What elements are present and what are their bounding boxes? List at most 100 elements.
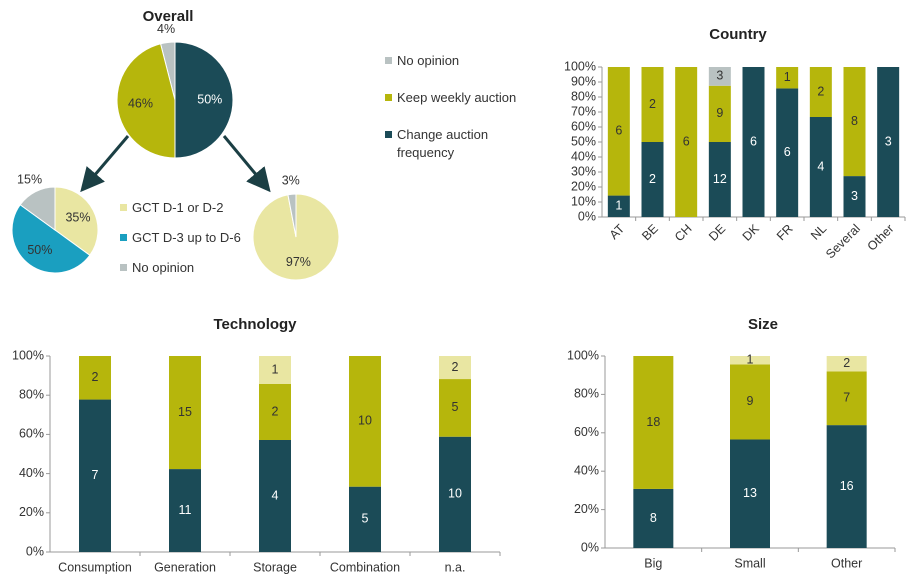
bar-label: 6: [683, 134, 690, 148]
bar-label: 2: [92, 370, 99, 384]
y-tick-label: 100%: [12, 348, 44, 362]
bar-segment: [742, 67, 765, 217]
bar-segment: [730, 364, 770, 440]
legend-swatch: [120, 234, 127, 241]
legend-label: GCT D-3 up to D-6: [132, 230, 241, 245]
bar-label: 15: [178, 405, 192, 419]
x-tick-label: BE: [639, 222, 661, 244]
x-tick-label: AT: [607, 221, 628, 242]
bar-label: 2: [817, 84, 824, 98]
bar-segment: [439, 356, 471, 380]
y-tick-label: 80%: [19, 387, 44, 401]
legend-swatch: [120, 204, 127, 211]
legend-label: No opinion: [397, 53, 460, 68]
bar-segment: [169, 469, 201, 552]
slice-label: 3%: [282, 174, 300, 188]
x-tick-label: DK: [740, 221, 763, 244]
bar-segment: [349, 356, 381, 487]
bar-label: 11: [179, 503, 192, 517]
chart-title: Country: [709, 26, 767, 43]
bar-label: 1: [747, 352, 754, 366]
bar-segment: [730, 356, 770, 365]
pie-slice: [11, 204, 91, 274]
x-tick-label: Small: [734, 556, 765, 570]
x-tick-label: Consumption: [58, 560, 132, 574]
x-tick-label: NL: [808, 222, 829, 243]
bar-segment: [826, 371, 867, 426]
x-tick-label: DE: [706, 222, 728, 244]
x-tick-label: Other: [831, 556, 862, 570]
bar-label: 8: [650, 511, 657, 525]
x-tick-label: Other: [865, 222, 897, 254]
slice-label: 97%: [286, 255, 311, 269]
bar-segment: [633, 356, 674, 489]
bar-segment: [826, 356, 867, 372]
legend-label: Change auction frequency: [397, 127, 489, 160]
y-tick-label: 100%: [567, 348, 599, 362]
bar-segment: [809, 117, 832, 217]
bar-label: 8: [851, 114, 858, 128]
legend-swatch: [120, 264, 127, 271]
slice-label: 15%: [17, 172, 42, 186]
bar-segment: [730, 439, 770, 548]
x-tick-label: CH: [672, 222, 695, 245]
chart-title: Technology: [213, 316, 297, 333]
bar-label: 2: [272, 404, 279, 418]
bar-label: 10: [358, 414, 372, 428]
bar-label: 3: [885, 134, 892, 148]
bar-label: 2: [843, 356, 850, 370]
bar-label: 1: [615, 199, 622, 213]
bar-segment: [776, 88, 799, 217]
chart-title: Size: [748, 316, 778, 333]
legend-label: Keep weekly auction: [397, 90, 517, 105]
x-tick-label: Big: [644, 556, 662, 570]
legend-swatch: [385, 94, 392, 101]
bar-label: 2: [649, 172, 656, 186]
x-tick-label: FR: [774, 222, 796, 244]
bar-segment: [169, 356, 201, 470]
slice-label: 35%: [65, 211, 90, 225]
bar-segment: [79, 356, 111, 400]
bar-segment: [79, 399, 111, 552]
bar-segment: [607, 195, 630, 217]
bar-label: 2: [452, 360, 459, 374]
y-tick-label: 20%: [571, 179, 596, 193]
x-tick-label: Storage: [253, 560, 297, 574]
bar-segment: [439, 436, 471, 552]
bar-label: 3: [851, 189, 858, 203]
slice-label: 50%: [197, 92, 222, 106]
bar-segment: [708, 67, 731, 86]
y-tick-label: 0%: [578, 209, 596, 223]
x-tick-label: Generation: [154, 560, 216, 574]
bar-label: 7: [843, 391, 850, 405]
y-tick-label: 70%: [571, 104, 596, 118]
bar-label: 6: [784, 145, 791, 159]
bar-label: 4: [272, 488, 279, 502]
bar-segment: [439, 379, 471, 437]
y-tick-label: 60%: [571, 119, 596, 133]
bar-segment: [349, 486, 381, 552]
bar-label: 10: [448, 487, 462, 501]
y-tick-label: 40%: [574, 463, 599, 477]
legend-swatch: [385, 131, 392, 138]
y-tick-label: 60%: [19, 427, 44, 441]
y-tick-label: 40%: [571, 149, 596, 163]
bar-segment: [259, 384, 291, 440]
bar-label: 9: [716, 106, 723, 120]
legend-label: GCT D-1 or D-2: [132, 200, 224, 215]
bar-segment: [843, 176, 866, 217]
bar-label: 16: [840, 479, 854, 493]
bar-segment: [259, 356, 291, 384]
y-tick-label: 0%: [581, 540, 599, 554]
bar-segment: [607, 67, 630, 196]
y-tick-label: 0%: [26, 544, 44, 558]
chart-title: Overall: [143, 8, 194, 25]
bar-segment: [826, 425, 867, 548]
bar-segment: [641, 142, 664, 217]
slice-label: 4%: [157, 22, 175, 36]
bar-label: 6: [750, 134, 757, 148]
x-tick-label: Combination: [330, 560, 400, 574]
bar-label: 1: [272, 362, 279, 376]
legend-label: No opinion: [132, 260, 195, 275]
